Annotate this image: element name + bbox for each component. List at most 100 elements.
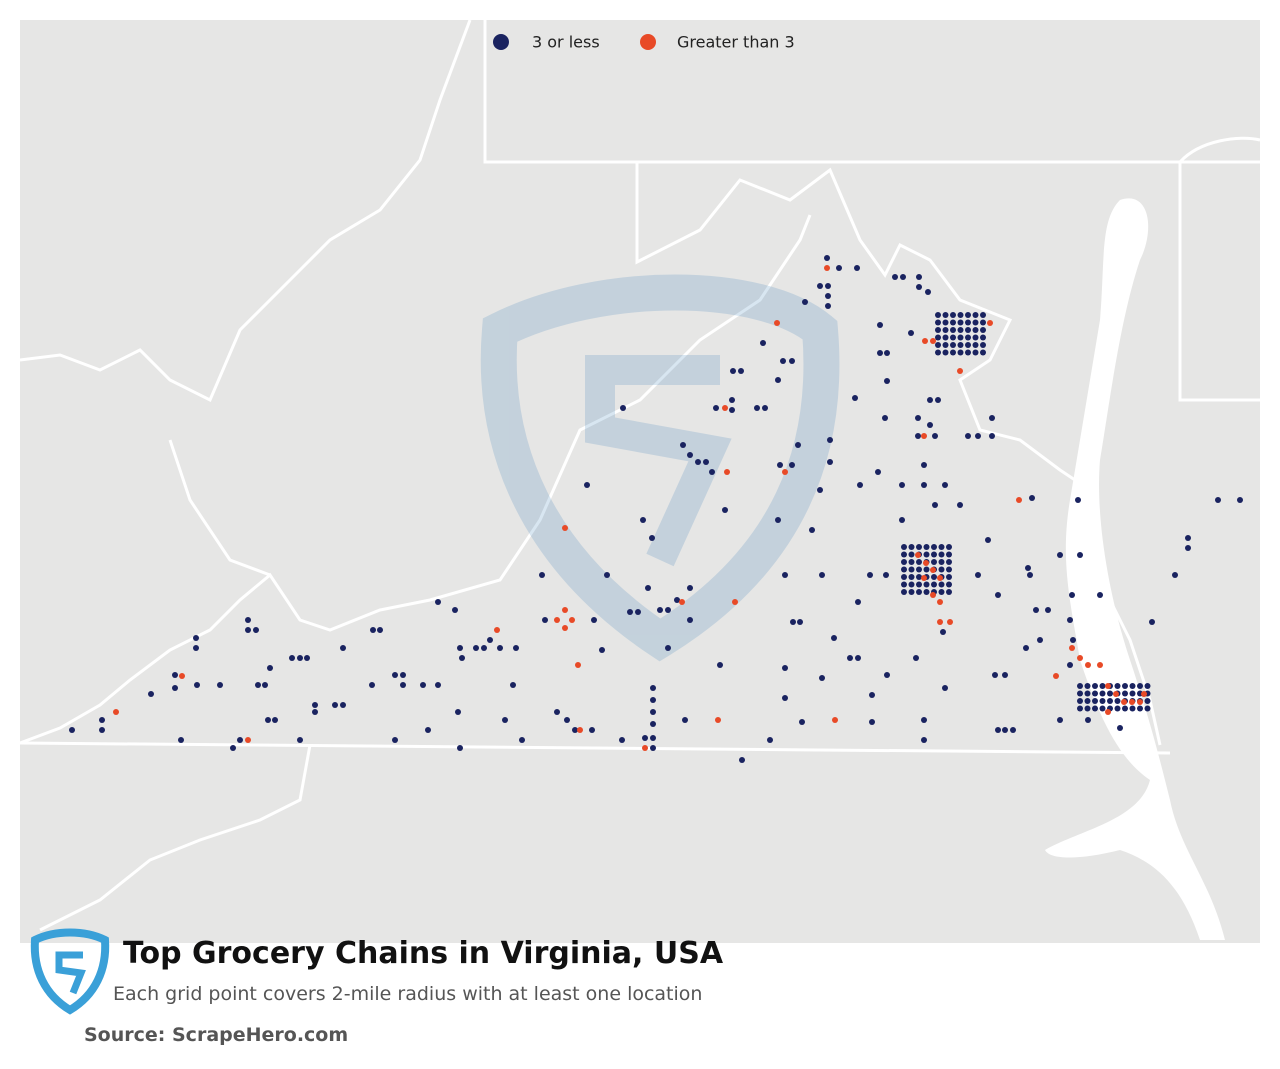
location-dot (1105, 683, 1111, 689)
location-dot (457, 745, 463, 751)
location-dot (817, 487, 823, 493)
location-dot (172, 685, 178, 691)
location-dot (782, 695, 788, 701)
location-dot (1129, 690, 1136, 697)
location-dot (650, 697, 656, 703)
location-dot (916, 589, 922, 595)
location-dot (975, 572, 981, 578)
watermark (480, 274, 840, 662)
location-dot (1002, 672, 1008, 678)
location-dot (799, 719, 805, 725)
location-dot (619, 737, 625, 743)
location-dot (819, 675, 825, 681)
location-dot (957, 319, 964, 326)
legend-marker (640, 34, 656, 50)
location-dot (831, 635, 837, 641)
location-dot (1077, 698, 1083, 704)
location-dot (942, 327, 949, 333)
location-dot (265, 717, 271, 723)
location-dot (762, 405, 768, 411)
location-dot (562, 625, 568, 631)
location-dot (923, 560, 929, 566)
location-dot (1016, 497, 1022, 503)
location-dot (892, 274, 898, 280)
location-dot (1085, 662, 1091, 668)
location-dot (775, 517, 781, 523)
location-dot (620, 405, 626, 411)
location-dot (825, 303, 831, 309)
location-dot (1237, 497, 1243, 503)
location-dot (1092, 690, 1098, 697)
location-dot (938, 559, 945, 565)
location-dot (946, 581, 952, 588)
location-dot (882, 415, 888, 421)
location-dot (923, 581, 930, 588)
location-dot (230, 745, 236, 751)
location-dot (340, 645, 346, 651)
location-dot (217, 682, 223, 688)
location-dot (650, 685, 656, 691)
location-dot (938, 589, 945, 595)
location-dot (908, 559, 915, 565)
location-dot (297, 655, 303, 661)
location-dot (1107, 698, 1113, 704)
location-dot (99, 727, 105, 733)
location-dot (575, 662, 581, 668)
location-dot (972, 342, 979, 348)
location-dot (1084, 705, 1091, 712)
location-dot (1144, 705, 1151, 712)
location-dot (975, 433, 981, 439)
legend-label: Greater than 3 (677, 33, 795, 52)
location-dot (937, 575, 943, 581)
location-dot (940, 629, 946, 635)
location-dot (937, 599, 943, 605)
location-dot (452, 607, 458, 613)
location-dot (950, 327, 956, 333)
location-dot (992, 672, 998, 678)
location-dot (1114, 705, 1121, 712)
location-dot (789, 358, 795, 364)
location-dot (703, 459, 709, 465)
location-dot (459, 655, 465, 661)
location-dot (680, 442, 686, 448)
location-dot (916, 559, 922, 565)
location-dot (927, 397, 933, 403)
map-background (20, 20, 1260, 943)
location-dot (825, 283, 831, 289)
location-dot (901, 559, 907, 565)
location-dot (457, 645, 463, 651)
dots (69, 255, 1243, 763)
location-dot (1097, 592, 1103, 598)
location-dot (901, 581, 907, 588)
location-dot (1114, 698, 1121, 704)
location-dot (916, 574, 922, 580)
location-dot (369, 682, 375, 688)
location-dot (695, 459, 701, 465)
location-dot (957, 312, 964, 318)
location-dot (923, 544, 930, 550)
location-dot (972, 334, 979, 341)
location-dot (435, 682, 441, 688)
location-dot (877, 350, 883, 356)
location-dot (980, 327, 986, 333)
location-dot (481, 645, 487, 651)
location-dot (900, 274, 906, 280)
location-dot (420, 682, 426, 688)
location-dot (913, 655, 919, 661)
location-dot (1129, 705, 1136, 712)
location-dot (1037, 637, 1043, 643)
location-dot (935, 342, 941, 348)
subtitle: Each grid point covers 2-mile radius wit… (113, 983, 703, 1005)
location-dot (1107, 690, 1113, 697)
location-dot (1075, 497, 1081, 503)
location-dot (950, 319, 956, 326)
location-dot (938, 581, 945, 588)
location-dot (340, 702, 346, 708)
location-dot (650, 735, 656, 741)
location-dot (985, 537, 991, 543)
location-dot (650, 745, 656, 751)
location-dot (554, 709, 560, 715)
location-dot (915, 552, 921, 558)
location-dot (591, 617, 597, 623)
location-dot (1122, 705, 1128, 712)
